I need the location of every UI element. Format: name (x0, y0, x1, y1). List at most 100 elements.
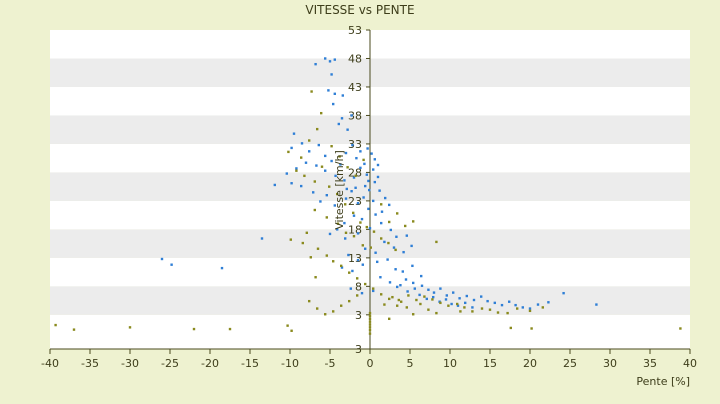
data-point (372, 199, 375, 203)
data-point (480, 295, 483, 298)
x-tick-label: -35 (81, 357, 99, 370)
data-point (361, 244, 364, 247)
data-point (463, 306, 466, 309)
data-point (290, 146, 293, 150)
data-point (365, 225, 368, 229)
y-tick-label: 53 (348, 24, 362, 37)
y-tick-label: 43 (348, 81, 362, 94)
data-point (308, 150, 311, 153)
data-point (332, 102, 335, 106)
data-point (493, 301, 496, 305)
data-point (405, 234, 408, 237)
data-point (465, 294, 468, 298)
data-point (380, 237, 383, 240)
data-point (292, 132, 296, 135)
data-point (355, 156, 358, 160)
data-point (388, 203, 391, 207)
x-tick-label: -20 (201, 357, 219, 370)
data-point (344, 237, 347, 240)
data-point (376, 163, 380, 167)
data-point (356, 258, 360, 262)
data-point (435, 240, 438, 244)
data-point (368, 227, 372, 230)
data-point (324, 57, 327, 60)
y-tick-label: 13 (348, 252, 362, 265)
data-point (352, 211, 355, 215)
data-point (313, 180, 316, 183)
data-point (324, 313, 327, 316)
data-point (389, 228, 392, 232)
data-point (317, 143, 320, 147)
x-tick-label: -15 (241, 357, 259, 370)
data-point (562, 291, 565, 295)
data-point (472, 298, 476, 302)
x-tick-label: -30 (121, 357, 139, 370)
x-tick-label: -40 (41, 357, 59, 370)
x-tick-label: -5 (325, 357, 336, 370)
data-point (516, 307, 519, 310)
data-point (404, 278, 408, 281)
data-point (413, 287, 416, 290)
data-point (352, 235, 356, 238)
data-point (301, 241, 304, 245)
x-axis-label: Pente [%] (636, 375, 690, 388)
data-point (373, 180, 376, 184)
data-point (313, 208, 316, 212)
data-point (333, 92, 336, 95)
data-point (192, 327, 196, 331)
data-point (356, 294, 359, 297)
data-point (402, 250, 405, 254)
data-point (394, 268, 397, 271)
data-point (316, 247, 320, 250)
data-point (354, 174, 357, 178)
x-tick-label: 35 (643, 357, 657, 370)
data-point (359, 150, 362, 153)
data-point (415, 298, 418, 302)
data-point (547, 301, 550, 304)
data-point (368, 323, 372, 326)
data-point (372, 168, 375, 171)
data-point (360, 291, 364, 295)
data-point (348, 299, 351, 303)
data-point (330, 73, 333, 76)
data-point (368, 311, 372, 315)
data-point (364, 247, 367, 250)
data-point (343, 179, 346, 182)
data-point (514, 303, 517, 307)
y-tick-label: 48 (348, 52, 362, 65)
data-point (445, 294, 448, 297)
data-point (388, 220, 391, 224)
data-point (350, 190, 353, 193)
y-tick-label: 28 (348, 166, 362, 179)
data-point (308, 299, 311, 303)
y-tick-label: 18 (348, 223, 362, 236)
x-tick-label: -10 (281, 357, 299, 370)
data-point (383, 303, 386, 306)
x-tick-label: 10 (443, 357, 457, 370)
data-point (456, 302, 459, 306)
data-point (459, 310, 462, 313)
data-point (343, 221, 346, 225)
data-point (300, 184, 303, 188)
data-point (496, 311, 500, 314)
data-point (351, 269, 354, 273)
data-point (388, 281, 392, 284)
data-point (314, 62, 317, 66)
y-tick-label: 38 (348, 109, 362, 122)
y-tick-label: 3 (355, 309, 362, 322)
data-point (228, 327, 232, 331)
data-point (367, 207, 370, 211)
data-point (486, 299, 489, 303)
data-point (327, 89, 330, 92)
data-point (368, 332, 372, 335)
data-point (340, 304, 343, 307)
data-point (391, 295, 394, 299)
data-point (345, 187, 348, 191)
data-point (350, 114, 353, 117)
data-point (309, 256, 312, 259)
data-point (295, 167, 298, 170)
data-point (324, 154, 327, 158)
data-point (337, 122, 340, 126)
